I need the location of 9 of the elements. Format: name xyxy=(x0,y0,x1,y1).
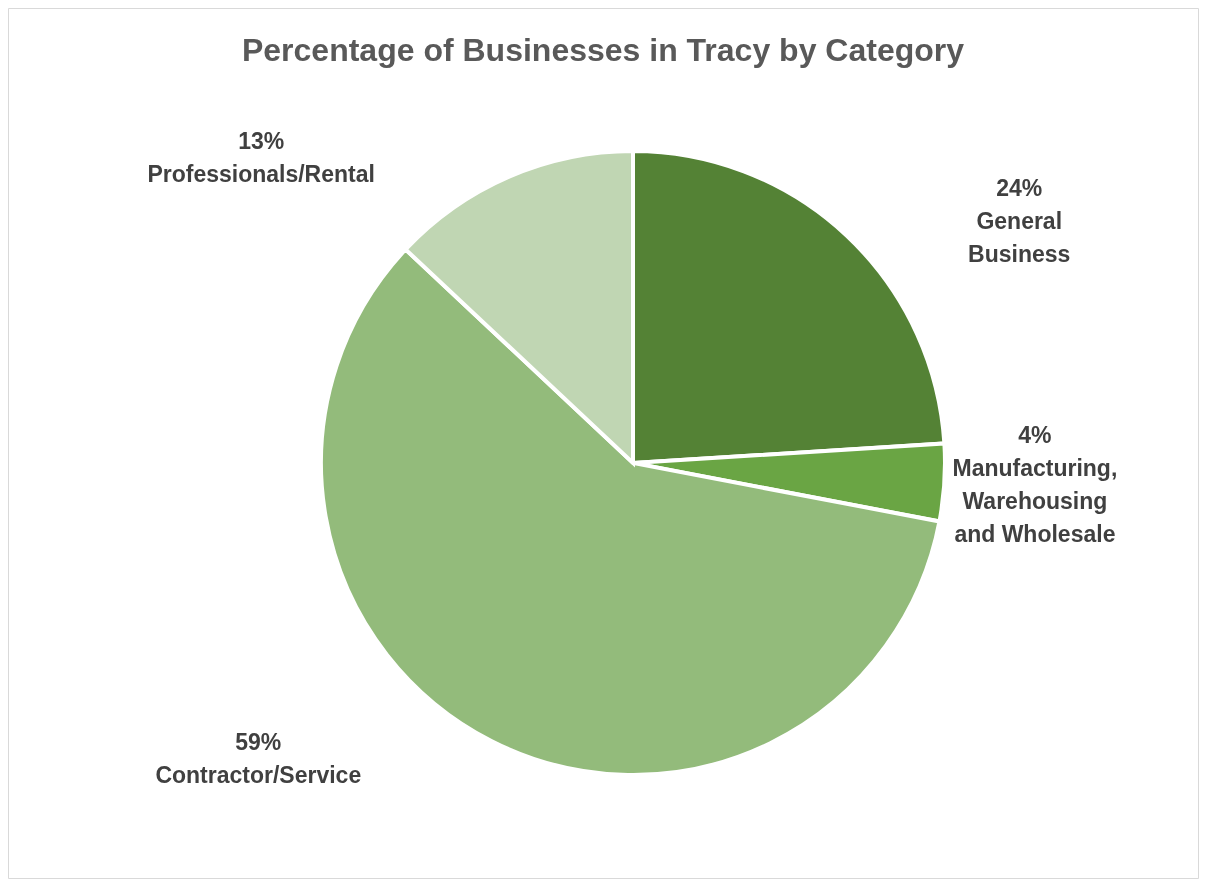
slice-label: General Business xyxy=(968,207,1071,267)
data-label: 4% xyxy=(1018,421,1052,448)
slice-label: Manufacturing, Warehousing and Wholesale xyxy=(952,454,1118,547)
data-label: 24% xyxy=(996,174,1043,201)
slice-label: Professionals/Rental xyxy=(147,161,375,188)
data-label: 59% xyxy=(235,728,282,755)
data-label: 13% xyxy=(238,128,285,155)
slice-label: Contractor/Service xyxy=(155,761,362,788)
chart-title: Percentage of Businesses in Tracy by Category xyxy=(241,32,965,68)
